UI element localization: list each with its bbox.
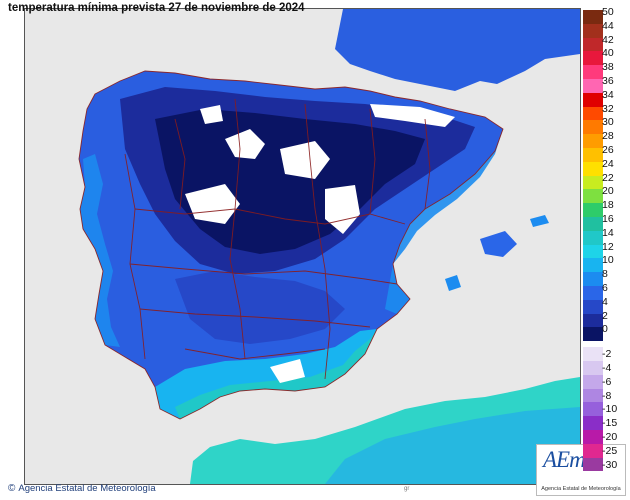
map-frame: [24, 8, 581, 485]
legend-label: 22: [602, 171, 614, 184]
island-ibiza: [445, 275, 461, 291]
bottom-mark: gr: [404, 486, 410, 492]
legend-swatch: [583, 134, 603, 148]
legend-swatch: [583, 347, 603, 361]
legend-swatch: [583, 374, 603, 389]
legend-label: -30: [602, 458, 618, 471]
nodata-patch-2: [280, 141, 330, 179]
legend-swatch: [583, 92, 603, 107]
legend-label: -15: [602, 417, 618, 430]
legend-swatch: [583, 37, 603, 52]
legend-label: 30: [602, 116, 614, 129]
legend-label: 50: [602, 6, 614, 18]
legend-label: -8: [602, 389, 612, 402]
legend-swatch: [583, 416, 603, 430]
logo-subtitle: Agencia Estatal de Meteorología: [541, 486, 621, 492]
legend-swatch: [583, 230, 603, 245]
legend-label: -20: [602, 430, 618, 443]
legend-label: 28: [602, 130, 614, 143]
legend-swatch: [583, 106, 603, 121]
legend-label: 42: [602, 33, 614, 46]
legend-label: -2: [602, 348, 612, 361]
legend-swatch: [583, 175, 603, 190]
legend-swatch: [583, 299, 603, 314]
nodata-patch-1: [225, 129, 265, 159]
temperature-map: [25, 9, 580, 484]
legend-swatch: [583, 65, 603, 79]
legend-label: 4: [602, 295, 608, 308]
legend-swatch: [583, 402, 603, 417]
island-mallorca: [480, 231, 517, 257]
legend-label: 16: [602, 213, 614, 225]
coast-west-band: [80, 154, 120, 347]
legend-label: -4: [602, 361, 612, 374]
legend-swatch: [583, 430, 603, 444]
nodata-patch-6: [370, 104, 455, 127]
legend-label: 18: [602, 199, 614, 212]
legend-swatch: [583, 361, 603, 375]
legend-label: 8: [602, 268, 608, 281]
legend-label: 24: [602, 157, 614, 170]
legend-label: -25: [602, 444, 618, 457]
land-africa-interior: [325, 407, 580, 484]
legend-swatch: [583, 313, 603, 328]
legend-swatch: [583, 244, 603, 259]
cold-zone-south: [175, 271, 345, 344]
legend-swatch: [583, 388, 603, 403]
legend-swatch: [583, 272, 603, 286]
legend-swatch: [583, 457, 603, 472]
credit-text: Agencia Estatal de Meteorología: [18, 483, 156, 494]
legend-label: 44: [602, 19, 614, 32]
land-france: [335, 9, 580, 91]
legend-label: 6: [602, 282, 608, 294]
legend-swatch: [583, 51, 603, 66]
map-title: temperatura mínima prevista 27 de noviem…: [8, 2, 305, 14]
legend-label: 40: [602, 47, 614, 60]
legend-swatch: [583, 327, 603, 342]
legend-swatch: [583, 10, 603, 24]
legend-label: 10: [602, 254, 614, 267]
coast-southeast-band: [175, 329, 377, 419]
legend-label: 36: [602, 75, 614, 87]
legend-label: 14: [602, 226, 614, 239]
legend-label: 26: [602, 144, 614, 156]
legend-label: -10: [602, 403, 618, 416]
legend-swatch: [583, 189, 603, 204]
nodata-patch-5: [200, 105, 223, 124]
nodata-patch-7: [270, 359, 305, 383]
legend-label: -6: [602, 375, 612, 388]
legend-swatch: [583, 443, 603, 458]
legend-swatch: [583, 23, 603, 38]
legend-swatch: [583, 217, 603, 231]
nodata-patch-3: [185, 184, 240, 224]
copyright-icon: ©: [8, 483, 16, 494]
legend-swatch: [583, 286, 603, 300]
credit-line: © Agencia Estatal de Meteorología: [8, 483, 156, 494]
legend-swatch: [583, 203, 603, 217]
legend-label: 12: [602, 240, 614, 253]
legend-label: 2: [602, 309, 608, 322]
legend-swatch: [583, 120, 603, 135]
admin-borders: [78, 70, 504, 420]
legend-label: 32: [602, 102, 614, 115]
legend-label: 0: [602, 323, 608, 336]
legend-label: 20: [602, 185, 614, 198]
legend-label: 38: [602, 61, 614, 74]
legend-swatch: [583, 79, 603, 93]
legend-swatch: [583, 161, 603, 176]
legend-swatch: [583, 148, 603, 162]
legend-label: 34: [602, 88, 614, 101]
island-menorca: [530, 215, 549, 227]
legend-swatch: [583, 258, 603, 273]
